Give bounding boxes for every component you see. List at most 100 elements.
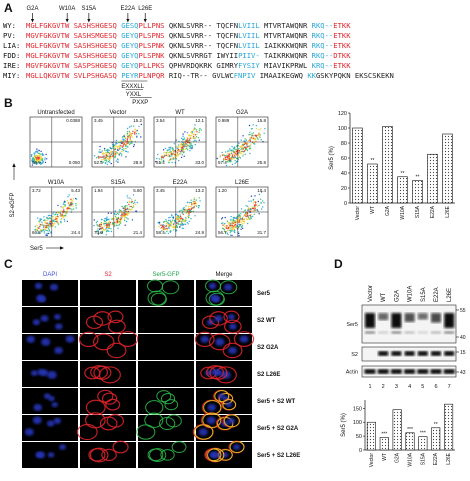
- cell-dot: [174, 162, 176, 164]
- cell-dot: [166, 149, 168, 151]
- cell-dot: [157, 153, 159, 156]
- cell-dot: [254, 206, 257, 209]
- cell-dot: [181, 218, 183, 220]
- cell-dot: [199, 200, 201, 202]
- cell-dot: [167, 154, 170, 156]
- cell-dot: [95, 230, 98, 232]
- cell-dot: [180, 149, 182, 151]
- nucleus: [211, 451, 220, 459]
- cell-dot: [121, 205, 123, 208]
- residues: FNPIV: [234, 71, 260, 80]
- cell-dot: [260, 198, 262, 200]
- cell-dot: [133, 201, 136, 203]
- residues: KK: [307, 71, 316, 80]
- cell-dot: [107, 226, 110, 229]
- cell-dot: [112, 145, 114, 148]
- cell-dot: [55, 215, 58, 218]
- cell-dot: [123, 207, 126, 209]
- cell-dot: [125, 156, 127, 158]
- cell-dot: [38, 222, 41, 224]
- y-axis-label: Ser5 (%): [341, 413, 347, 437]
- cell-dot: [187, 138, 189, 140]
- cell-dot: [226, 158, 228, 161]
- cell-dot: [110, 228, 112, 230]
- x-tick-label: W10A: [400, 205, 406, 219]
- cell-dot: [46, 222, 48, 224]
- cell-dot: [255, 140, 257, 142]
- cell-dot: [183, 137, 185, 139]
- residues: IAIKKKWQNR: [264, 41, 312, 50]
- residues: PLSPNK: [139, 41, 169, 50]
- cell-dot: [72, 198, 75, 200]
- cell-dot: [38, 159, 41, 161]
- quadrant-value: 56.7: [218, 230, 227, 235]
- lane-label: E22A: [434, 287, 440, 302]
- cell-dot: [222, 161, 224, 163]
- cell-dot: [61, 214, 64, 216]
- cell-dot: [172, 217, 175, 219]
- cell-dot: [66, 210, 68, 212]
- cell-dot: [38, 161, 40, 163]
- cell-dot: [164, 220, 166, 223]
- cell-dot: [133, 144, 135, 146]
- bar: [397, 176, 408, 204]
- cell-dot: [140, 136, 142, 138]
- cell-dot: [130, 135, 133, 137]
- residues: PLSPNK: [139, 51, 169, 60]
- cell-dot: [171, 158, 173, 160]
- cell-dot: [182, 207, 184, 210]
- cell-dot: [188, 212, 190, 214]
- quadrant-value: 12.1: [195, 118, 204, 123]
- lane-number: 2: [382, 384, 385, 390]
- cell-dot: [131, 219, 134, 221]
- cell-dot: [185, 212, 187, 215]
- bar: [382, 126, 393, 204]
- residues: LVIIL: [238, 31, 264, 40]
- nucleus: [40, 369, 49, 377]
- nucleus: [208, 282, 217, 290]
- cell-dot: [172, 219, 174, 221]
- cell-dot: [185, 217, 187, 219]
- cell-dot: [185, 139, 187, 141]
- cell-dot: [104, 157, 107, 160]
- cell-dot: [197, 137, 200, 139]
- cell-dot: [126, 201, 129, 204]
- cell-dot: [189, 150, 191, 152]
- quadrant-value: 3.72: [32, 188, 41, 193]
- cell-dot: [130, 201, 133, 204]
- cell-dot: [112, 155, 114, 157]
- cell-dot: [231, 163, 234, 166]
- cell-dot: [132, 204, 135, 206]
- cell-dot: [37, 226, 39, 229]
- nucleus: [43, 393, 51, 400]
- cell-dot: [162, 149, 165, 151]
- membrane-gfp: [136, 424, 156, 440]
- residues: RIQ--TR-- GVLWC: [169, 71, 234, 80]
- cell-dot: [249, 214, 251, 217]
- cell-dot: [97, 229, 99, 232]
- cell-dot: [230, 224, 232, 227]
- cell-dot: [191, 146, 193, 149]
- nucleus: [54, 346, 63, 355]
- membrane-s2: [233, 331, 255, 348]
- nucleus: [209, 294, 219, 302]
- cell-dot: [46, 216, 48, 219]
- bar: [444, 403, 454, 451]
- cell-dot: [231, 158, 233, 160]
- cell-dot: [189, 201, 191, 204]
- cell-dot: [248, 139, 250, 142]
- cell-dot: [96, 220, 99, 223]
- cell-dot: [227, 152, 229, 154]
- cell-dot: [232, 219, 235, 222]
- residues: GEYQ: [121, 41, 138, 50]
- residues: MIAVIKPRWL: [264, 61, 312, 70]
- x-tick-label: S15A: [420, 452, 426, 465]
- cell-dot: [245, 205, 247, 207]
- cell-dot: [106, 161, 108, 163]
- nucleus: [37, 451, 46, 459]
- cell-dot: [178, 159, 180, 162]
- cell-dot: [257, 200, 259, 203]
- band: [430, 369, 442, 374]
- cell-dot: [106, 158, 109, 160]
- cell-dot: [227, 233, 229, 236]
